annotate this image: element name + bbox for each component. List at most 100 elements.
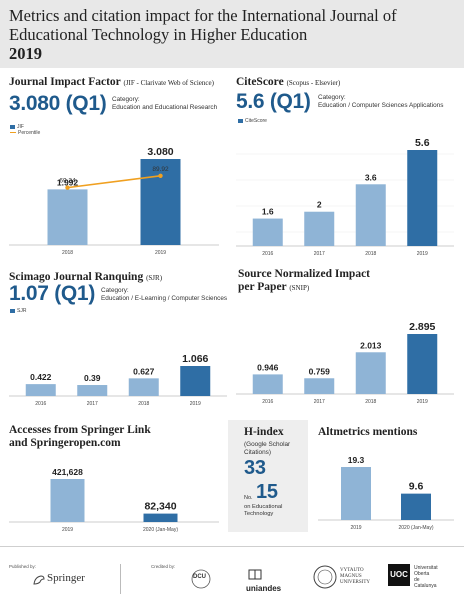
hindex-rank: 15	[256, 481, 278, 503]
header-banner: Metrics and citation impact for the Inte…	[0, 0, 464, 68]
bar-accesses-1	[143, 513, 178, 522]
tick-label: 2019	[350, 525, 361, 531]
percentile-label: 69.34	[59, 178, 76, 185]
bar-citescore-0	[252, 218, 283, 246]
jif-value: 3.080 (Q1)	[9, 92, 107, 115]
bar-citescore-1	[304, 211, 335, 246]
hindex-sub1: (Google Scholar	[244, 441, 291, 448]
citescore-chart: 1.6 2016 2 2017 3.6 2018 5.6 2019	[236, 137, 454, 257]
bar-altmetrics-0	[341, 467, 371, 520]
tick-label: 2018	[138, 401, 149, 407]
sjr-title: Scimago Journal Ranquing (SJR)	[9, 271, 162, 285]
snip-source: (SNIP)	[289, 284, 310, 292]
data-label: 0.759	[309, 366, 331, 376]
bar-snip-3	[407, 334, 438, 394]
data-label: 0.39	[84, 373, 101, 383]
citescore-value: 5.6 (Q1)	[236, 90, 311, 113]
hindex-title: H-index	[244, 426, 284, 438]
page-title: Metrics and citation impact for the Inte…	[9, 6, 449, 63]
data-label: 2	[317, 200, 322, 210]
data-label: 1.6	[262, 207, 274, 217]
uniandes-emblem-icon	[248, 569, 262, 580]
legend-swatch	[10, 124, 15, 129]
dcu-logo: DCU	[188, 568, 214, 595]
percentile-point	[158, 173, 163, 178]
uoc-name2: Oberta	[414, 571, 430, 577]
vmu-seal-icon	[313, 565, 337, 589]
vmu-text2: MAGNUS	[340, 574, 362, 579]
dcu-text: DCU	[193, 574, 206, 580]
tick-label: 2017	[87, 401, 98, 407]
jif-category-text: Education and Educational Research	[112, 104, 218, 111]
data-label: 421,628	[52, 467, 83, 477]
bar-citescore-3	[407, 150, 438, 246]
jif-source: (JIF - Clarivate Web of Science)	[123, 79, 214, 87]
sjr-category-label: Category:	[101, 287, 129, 294]
uoc-name1: Universitat	[414, 565, 438, 571]
hindex-no-label: No.	[244, 495, 253, 501]
tick-label: 2016	[262, 251, 273, 257]
uniandes-logo: uniandes	[246, 568, 281, 593]
bar-sjr-1	[77, 385, 108, 396]
sjr-legend: SJR	[10, 308, 26, 314]
bar-jif-1	[140, 159, 181, 245]
springer-horse-icon	[33, 575, 45, 585]
sjr-chart: 0.422 2016 0.39 2017 0.627 2018 1.066 2019	[9, 353, 227, 407]
tick-label: 2019	[417, 399, 428, 405]
legend-swatch	[238, 118, 243, 123]
bar-snip-2	[355, 352, 386, 394]
legend-swatch	[10, 308, 15, 313]
data-label: 3.6	[365, 172, 377, 182]
data-label: 82,340	[144, 501, 176, 513]
jif-legend-line: Percentile	[10, 130, 40, 136]
citescore-title: CiteScore (Scopus - Elsevier)	[236, 76, 340, 90]
percentile-line	[67, 175, 161, 189]
data-label: 0.422	[30, 372, 52, 382]
tick-label: 2020 (Jan-May)	[398, 525, 433, 531]
sjr-category: Category: Education / E-Learning / Compu…	[101, 287, 227, 303]
tick-label: 2017	[314, 399, 325, 405]
jif-category-label: Category:	[112, 96, 140, 103]
tick-label: 2018	[365, 251, 376, 257]
data-label: 2.895	[409, 321, 435, 333]
snip-title-line2: per Paper	[238, 281, 287, 293]
legend-line-swatch	[10, 131, 16, 134]
springer-text: Springer	[47, 572, 85, 584]
sjr-value: 1.07 (Q1)	[9, 282, 96, 305]
jif-chart: 1.992 2018 3.080 2019 69.34 89.92	[9, 146, 219, 256]
hindex-rank-note1: on Educational	[244, 504, 283, 510]
data-label: 5.6	[415, 137, 430, 149]
bar-jif-0	[47, 189, 88, 245]
data-label: 19.3	[348, 455, 365, 465]
citescore-category-text: Education / Computer Sciences Applicatio…	[318, 102, 444, 109]
accesses-title-line2: and Springeropen.com	[9, 437, 121, 449]
citescore-legend: CiteScore	[238, 118, 267, 124]
title-text: Metrics and citation impact for the Inte…	[9, 6, 397, 44]
data-label: 9.6	[409, 481, 424, 493]
tick-label: 2019	[417, 251, 428, 257]
footer-divider	[0, 546, 464, 547]
data-label: 2.013	[360, 340, 382, 350]
bar-sjr-3	[180, 366, 211, 396]
tick-label: 2018	[365, 399, 376, 405]
bar-snip-0	[252, 374, 283, 394]
jif-title: Journal Impact Factor (JIF - Clarivate W…	[9, 76, 214, 90]
tick-label: 2019	[190, 401, 201, 407]
citescore-title-text: CiteScore	[236, 76, 284, 88]
dcu-emblem-icon	[191, 569, 211, 589]
bar-snip-1	[304, 378, 335, 394]
tick-label: 2017	[314, 251, 325, 257]
snip-chart: 0.946 2016 0.759 2017 2.013 2018 2.895 2019	[236, 321, 454, 405]
vmu-text: VYTAUTO MAGNUS UNIVERSITY	[340, 568, 370, 586]
hindex-box: H-index (Google Scholar Citations) 33 No…	[228, 420, 308, 532]
uoc-name3: de Catalunya	[414, 577, 437, 589]
jif-legend-bar: JIF	[10, 124, 40, 130]
hindex-rank-note: on Educational Technology	[244, 504, 282, 518]
data-label: 0.946	[257, 362, 279, 372]
citescore-category: Category: Education / Computer Sciences …	[318, 94, 443, 110]
altmetrics-title: Altmetrics mentions	[318, 426, 418, 438]
footer-separator	[120, 564, 121, 594]
published-by-label: Published by:	[9, 564, 37, 569]
accesses-chart: 421,628 2019 82,340 2020 (Jan-May)	[9, 467, 219, 533]
jif-category: Category: Education and Educational Rese…	[112, 96, 217, 112]
